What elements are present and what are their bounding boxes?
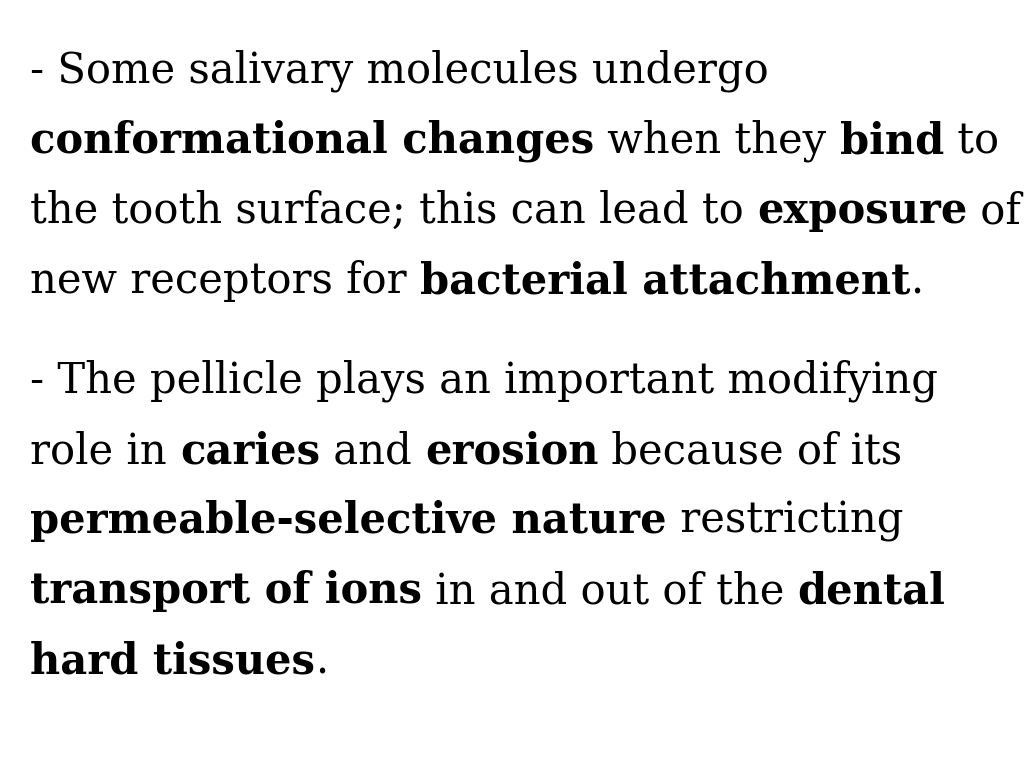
Text: hard tissues: hard tissues (30, 640, 315, 682)
Text: .: . (910, 260, 924, 302)
Text: conformational changes: conformational changes (30, 120, 594, 163)
Text: because of its: because of its (598, 430, 902, 472)
Text: exposure: exposure (757, 190, 968, 232)
Text: dental: dental (798, 570, 945, 612)
Text: transport of ions: transport of ions (30, 570, 422, 612)
Text: bind: bind (840, 120, 944, 162)
Text: and: and (319, 430, 425, 472)
Text: the tooth surface; this can lead to: the tooth surface; this can lead to (30, 190, 757, 232)
Text: - The pellicle plays an important modifying: - The pellicle plays an important modify… (30, 360, 938, 402)
Text: role in: role in (30, 430, 180, 472)
Text: restricting: restricting (667, 500, 903, 542)
Text: - Some salivary molecules undergo: - Some salivary molecules undergo (30, 50, 769, 92)
Text: erosion: erosion (425, 430, 598, 472)
Text: permeable-selective nature: permeable-selective nature (30, 500, 667, 542)
Text: when they: when they (594, 120, 840, 163)
Text: caries: caries (180, 430, 319, 472)
Text: of: of (968, 190, 1021, 232)
Text: bacterial attachment: bacterial attachment (420, 260, 910, 302)
Text: to: to (944, 120, 999, 162)
Text: in and out of the: in and out of the (422, 570, 798, 612)
Text: .: . (315, 640, 328, 682)
Text: new receptors for: new receptors for (30, 260, 420, 302)
